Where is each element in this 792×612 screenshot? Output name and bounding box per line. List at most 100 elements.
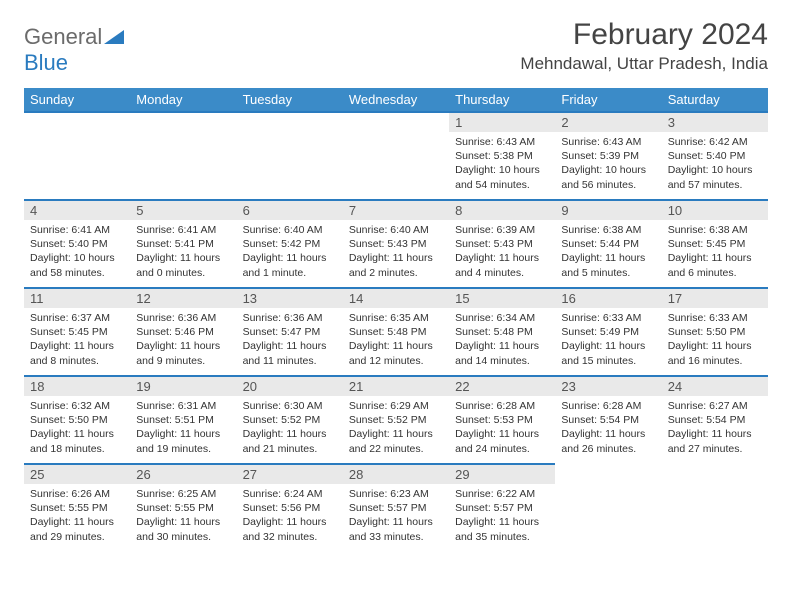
daylight-line: Daylight: 11 hours and 24 minutes. bbox=[455, 427, 549, 455]
sunrise-line: Sunrise: 6:25 AM bbox=[136, 487, 230, 501]
daylight-line: Daylight: 11 hours and 35 minutes. bbox=[455, 515, 549, 543]
sunrise-line: Sunrise: 6:33 AM bbox=[668, 311, 762, 325]
logo-text: General Blue bbox=[24, 24, 124, 76]
sunset-line: Sunset: 5:41 PM bbox=[136, 237, 230, 251]
sunset-line: Sunset: 5:52 PM bbox=[349, 413, 443, 427]
day-number: 28 bbox=[343, 465, 449, 484]
sunrise-line: Sunrise: 6:32 AM bbox=[30, 399, 124, 413]
sunrise-line: Sunrise: 6:26 AM bbox=[30, 487, 124, 501]
sunrise-line: Sunrise: 6:40 AM bbox=[243, 223, 337, 237]
sunrise-line: Sunrise: 6:35 AM bbox=[349, 311, 443, 325]
sunset-line: Sunset: 5:48 PM bbox=[349, 325, 443, 339]
calendar-day: 8Sunrise: 6:39 AMSunset: 5:43 PMDaylight… bbox=[449, 200, 555, 288]
calendar-day: 11Sunrise: 6:37 AMSunset: 5:45 PMDayligh… bbox=[24, 288, 130, 376]
calendar-week: 11Sunrise: 6:37 AMSunset: 5:45 PMDayligh… bbox=[24, 288, 768, 376]
day-details: Sunrise: 6:41 AMSunset: 5:40 PMDaylight:… bbox=[24, 220, 130, 284]
daylight-line: Daylight: 11 hours and 4 minutes. bbox=[455, 251, 549, 279]
weekday-header: Thursday bbox=[449, 88, 555, 112]
daylight-line: Daylight: 11 hours and 32 minutes. bbox=[243, 515, 337, 543]
calendar-body: 1Sunrise: 6:43 AMSunset: 5:38 PMDaylight… bbox=[24, 112, 768, 552]
sunset-line: Sunset: 5:39 PM bbox=[561, 149, 655, 163]
calendar-empty bbox=[343, 112, 449, 200]
daylight-line: Daylight: 11 hours and 12 minutes. bbox=[349, 339, 443, 367]
daylight-line: Daylight: 11 hours and 21 minutes. bbox=[243, 427, 337, 455]
calendar-day: 27Sunrise: 6:24 AMSunset: 5:56 PMDayligh… bbox=[237, 464, 343, 552]
day-number: 15 bbox=[449, 289, 555, 308]
day-number: 19 bbox=[130, 377, 236, 396]
daylight-line: Daylight: 11 hours and 18 minutes. bbox=[30, 427, 124, 455]
calendar-empty bbox=[555, 464, 661, 552]
calendar-day: 5Sunrise: 6:41 AMSunset: 5:41 PMDaylight… bbox=[130, 200, 236, 288]
sunrise-line: Sunrise: 6:38 AM bbox=[561, 223, 655, 237]
sunset-line: Sunset: 5:45 PM bbox=[668, 237, 762, 251]
day-details: Sunrise: 6:33 AMSunset: 5:50 PMDaylight:… bbox=[662, 308, 768, 372]
day-number: 26 bbox=[130, 465, 236, 484]
sunrise-line: Sunrise: 6:28 AM bbox=[455, 399, 549, 413]
daylight-line: Daylight: 11 hours and 9 minutes. bbox=[136, 339, 230, 367]
calendar-empty bbox=[237, 112, 343, 200]
weekday-header: Tuesday bbox=[237, 88, 343, 112]
sunset-line: Sunset: 5:50 PM bbox=[30, 413, 124, 427]
sunset-line: Sunset: 5:47 PM bbox=[243, 325, 337, 339]
sunrise-line: Sunrise: 6:37 AM bbox=[30, 311, 124, 325]
daylight-line: Daylight: 11 hours and 30 minutes. bbox=[136, 515, 230, 543]
day-details: Sunrise: 6:24 AMSunset: 5:56 PMDaylight:… bbox=[237, 484, 343, 548]
sunrise-line: Sunrise: 6:23 AM bbox=[349, 487, 443, 501]
sunset-line: Sunset: 5:55 PM bbox=[30, 501, 124, 515]
calendar-week: 18Sunrise: 6:32 AMSunset: 5:50 PMDayligh… bbox=[24, 376, 768, 464]
day-details: Sunrise: 6:36 AMSunset: 5:46 PMDaylight:… bbox=[130, 308, 236, 372]
sunset-line: Sunset: 5:42 PM bbox=[243, 237, 337, 251]
daylight-line: Daylight: 11 hours and 16 minutes. bbox=[668, 339, 762, 367]
day-details: Sunrise: 6:37 AMSunset: 5:45 PMDaylight:… bbox=[24, 308, 130, 372]
sunrise-line: Sunrise: 6:33 AM bbox=[561, 311, 655, 325]
day-number: 18 bbox=[24, 377, 130, 396]
header: General Blue February 2024 Mehndawal, Ut… bbox=[24, 18, 768, 76]
daylight-line: Daylight: 11 hours and 15 minutes. bbox=[561, 339, 655, 367]
sunset-line: Sunset: 5:56 PM bbox=[243, 501, 337, 515]
calendar-day: 4Sunrise: 6:41 AMSunset: 5:40 PMDaylight… bbox=[24, 200, 130, 288]
sunset-line: Sunset: 5:50 PM bbox=[668, 325, 762, 339]
sunset-line: Sunset: 5:51 PM bbox=[136, 413, 230, 427]
day-number: 29 bbox=[449, 465, 555, 484]
sunset-line: Sunset: 5:57 PM bbox=[455, 501, 549, 515]
title-block: February 2024 Mehndawal, Uttar Pradesh, … bbox=[520, 18, 768, 74]
calendar-week: 1Sunrise: 6:43 AMSunset: 5:38 PMDaylight… bbox=[24, 112, 768, 200]
logo-triangle-icon bbox=[104, 24, 124, 50]
location: Mehndawal, Uttar Pradesh, India bbox=[520, 54, 768, 74]
day-details: Sunrise: 6:41 AMSunset: 5:41 PMDaylight:… bbox=[130, 220, 236, 284]
sunset-line: Sunset: 5:44 PM bbox=[561, 237, 655, 251]
sunrise-line: Sunrise: 6:27 AM bbox=[668, 399, 762, 413]
day-number: 23 bbox=[555, 377, 661, 396]
calendar-day: 12Sunrise: 6:36 AMSunset: 5:46 PMDayligh… bbox=[130, 288, 236, 376]
daylight-line: Daylight: 10 hours and 54 minutes. bbox=[455, 163, 549, 191]
day-number: 12 bbox=[130, 289, 236, 308]
day-details: Sunrise: 6:43 AMSunset: 5:39 PMDaylight:… bbox=[555, 132, 661, 196]
daylight-line: Daylight: 11 hours and 22 minutes. bbox=[349, 427, 443, 455]
sunrise-line: Sunrise: 6:34 AM bbox=[455, 311, 549, 325]
day-number: 11 bbox=[24, 289, 130, 308]
calendar-empty bbox=[24, 112, 130, 200]
day-details: Sunrise: 6:32 AMSunset: 5:50 PMDaylight:… bbox=[24, 396, 130, 460]
sunrise-line: Sunrise: 6:38 AM bbox=[668, 223, 762, 237]
calendar-day: 17Sunrise: 6:33 AMSunset: 5:50 PMDayligh… bbox=[662, 288, 768, 376]
day-number: 4 bbox=[24, 201, 130, 220]
day-details: Sunrise: 6:39 AMSunset: 5:43 PMDaylight:… bbox=[449, 220, 555, 284]
calendar-day: 9Sunrise: 6:38 AMSunset: 5:44 PMDaylight… bbox=[555, 200, 661, 288]
calendar-day: 24Sunrise: 6:27 AMSunset: 5:54 PMDayligh… bbox=[662, 376, 768, 464]
day-number: 22 bbox=[449, 377, 555, 396]
daylight-line: Daylight: 11 hours and 1 minute. bbox=[243, 251, 337, 279]
sunset-line: Sunset: 5:54 PM bbox=[561, 413, 655, 427]
calendar-day: 20Sunrise: 6:30 AMSunset: 5:52 PMDayligh… bbox=[237, 376, 343, 464]
calendar-day: 6Sunrise: 6:40 AMSunset: 5:42 PMDaylight… bbox=[237, 200, 343, 288]
day-number: 3 bbox=[662, 113, 768, 132]
day-details: Sunrise: 6:27 AMSunset: 5:54 PMDaylight:… bbox=[662, 396, 768, 460]
day-details: Sunrise: 6:23 AMSunset: 5:57 PMDaylight:… bbox=[343, 484, 449, 548]
day-details: Sunrise: 6:35 AMSunset: 5:48 PMDaylight:… bbox=[343, 308, 449, 372]
weekday-header: Wednesday bbox=[343, 88, 449, 112]
sunset-line: Sunset: 5:48 PM bbox=[455, 325, 549, 339]
daylight-line: Daylight: 11 hours and 11 minutes. bbox=[243, 339, 337, 367]
calendar-day: 28Sunrise: 6:23 AMSunset: 5:57 PMDayligh… bbox=[343, 464, 449, 552]
day-number: 10 bbox=[662, 201, 768, 220]
logo: General Blue bbox=[24, 18, 124, 76]
calendar-empty bbox=[662, 464, 768, 552]
